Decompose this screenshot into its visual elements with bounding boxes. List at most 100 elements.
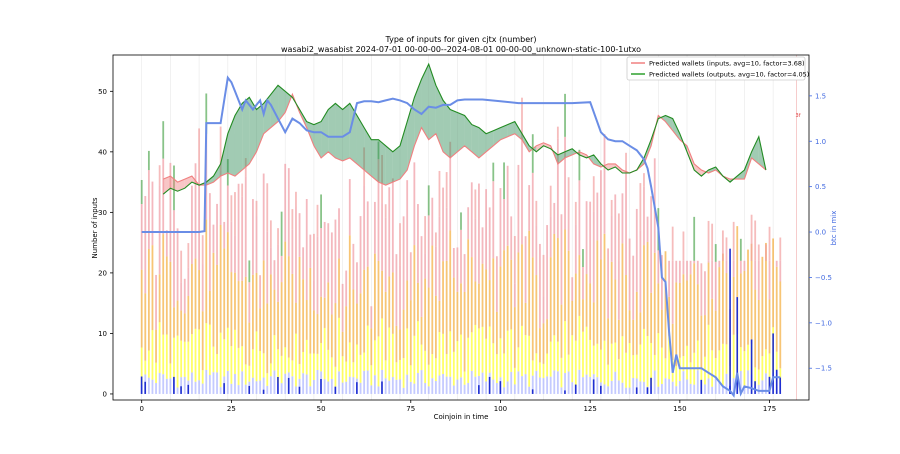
bar-segment xyxy=(528,386,531,394)
bar-segment xyxy=(578,180,581,256)
bar-segment xyxy=(689,383,692,394)
bar-segment-top xyxy=(438,170,441,217)
bar-segment xyxy=(198,329,201,381)
bar-segment xyxy=(632,319,635,356)
bar-segment xyxy=(628,238,631,311)
bar-segment xyxy=(252,377,254,394)
bar-segment xyxy=(761,256,764,357)
bar-segment-base xyxy=(499,381,502,394)
bar-spike xyxy=(772,333,774,394)
bar-segment-top xyxy=(248,260,251,283)
bar-segment xyxy=(510,371,513,394)
prediction-fill xyxy=(278,85,286,122)
prediction-fill xyxy=(249,97,257,164)
bar-segment xyxy=(155,329,157,363)
bar-segment xyxy=(366,201,369,267)
bar-segment xyxy=(287,357,290,373)
bar-segment xyxy=(230,383,233,394)
bar-segment xyxy=(420,316,423,345)
bar-segment xyxy=(765,373,767,394)
bar-segment xyxy=(237,183,240,282)
bar-segment xyxy=(165,378,168,394)
y2-tick-label: −1.5 xyxy=(815,365,832,373)
bar-segment xyxy=(313,353,315,381)
bar-segment-top xyxy=(610,199,613,216)
bar-segment xyxy=(341,356,344,383)
bar-segment-top xyxy=(592,176,595,212)
bar-segment xyxy=(643,328,645,382)
bar-segment-top xyxy=(424,216,427,254)
bar-segment xyxy=(571,335,574,383)
bar-segment xyxy=(628,387,631,394)
bar-segment-top xyxy=(521,97,523,144)
bar-segment xyxy=(384,217,387,292)
bar-segment xyxy=(280,383,283,394)
bar-segment xyxy=(273,370,276,394)
bar-segment xyxy=(424,383,427,394)
bar-segment xyxy=(402,387,405,394)
bar-segment xyxy=(495,311,498,355)
bar-segment xyxy=(388,187,391,277)
bar-segment xyxy=(327,349,330,382)
prediction-fill xyxy=(227,115,235,177)
bar-segment xyxy=(381,318,383,370)
bar-segment xyxy=(603,384,606,394)
bar-segment xyxy=(223,339,226,377)
bar-segment xyxy=(657,250,660,284)
prediction-fill xyxy=(500,124,508,140)
bar-segment xyxy=(779,368,782,383)
bar-segment xyxy=(485,269,488,339)
bar-segment xyxy=(338,371,340,394)
bar-segment xyxy=(147,170,150,250)
bar-segment xyxy=(521,376,523,394)
bar-segment-top xyxy=(474,189,477,219)
bar-segment-top xyxy=(187,243,190,268)
bar-segment xyxy=(721,343,724,386)
bar-segment xyxy=(696,260,699,285)
bar-segment xyxy=(359,216,362,294)
prediction-fill xyxy=(385,145,393,186)
bar-segment xyxy=(546,225,549,320)
prediction-fill xyxy=(170,176,178,192)
bar-segment xyxy=(323,379,326,394)
bar-segment xyxy=(768,353,771,386)
bar-segment xyxy=(187,295,190,342)
bar-segment xyxy=(481,326,484,373)
bar-segment xyxy=(287,168,290,257)
bar-segment xyxy=(223,248,226,340)
bar-segment xyxy=(180,282,183,311)
prediction-fill xyxy=(665,115,673,131)
bar-segment xyxy=(539,377,541,394)
bar-segment xyxy=(373,340,376,376)
bar-segment xyxy=(639,230,642,313)
bar-segment xyxy=(467,207,470,240)
bar-segment-top xyxy=(671,226,674,261)
bar-segment xyxy=(600,259,602,350)
bar-segment xyxy=(643,381,645,394)
bar-segment xyxy=(406,328,409,375)
bar-segment xyxy=(151,181,154,246)
bar-segment xyxy=(560,387,563,394)
bar-segment xyxy=(449,141,452,231)
bar-segment xyxy=(434,381,437,394)
bar-segment xyxy=(460,377,462,394)
bar-segment xyxy=(320,296,322,344)
bar-segment xyxy=(743,385,746,394)
bar-segment xyxy=(682,356,685,372)
bar-segment xyxy=(309,267,312,354)
bar-segment xyxy=(216,203,218,265)
bar-segment xyxy=(650,343,653,387)
bar-segment xyxy=(291,273,294,361)
bar-segment-top xyxy=(291,209,294,230)
bar-segment xyxy=(316,370,319,394)
bar-segment xyxy=(305,300,308,340)
bar-segment xyxy=(345,306,348,362)
bar-segment xyxy=(363,185,366,270)
bar-segment xyxy=(510,216,513,260)
bar-segment xyxy=(438,216,441,301)
bar-segment xyxy=(610,343,613,381)
bar-segment-base xyxy=(646,387,649,394)
prediction-fill xyxy=(694,163,702,177)
bar-segment xyxy=(262,377,265,394)
bar-segment xyxy=(736,226,739,334)
